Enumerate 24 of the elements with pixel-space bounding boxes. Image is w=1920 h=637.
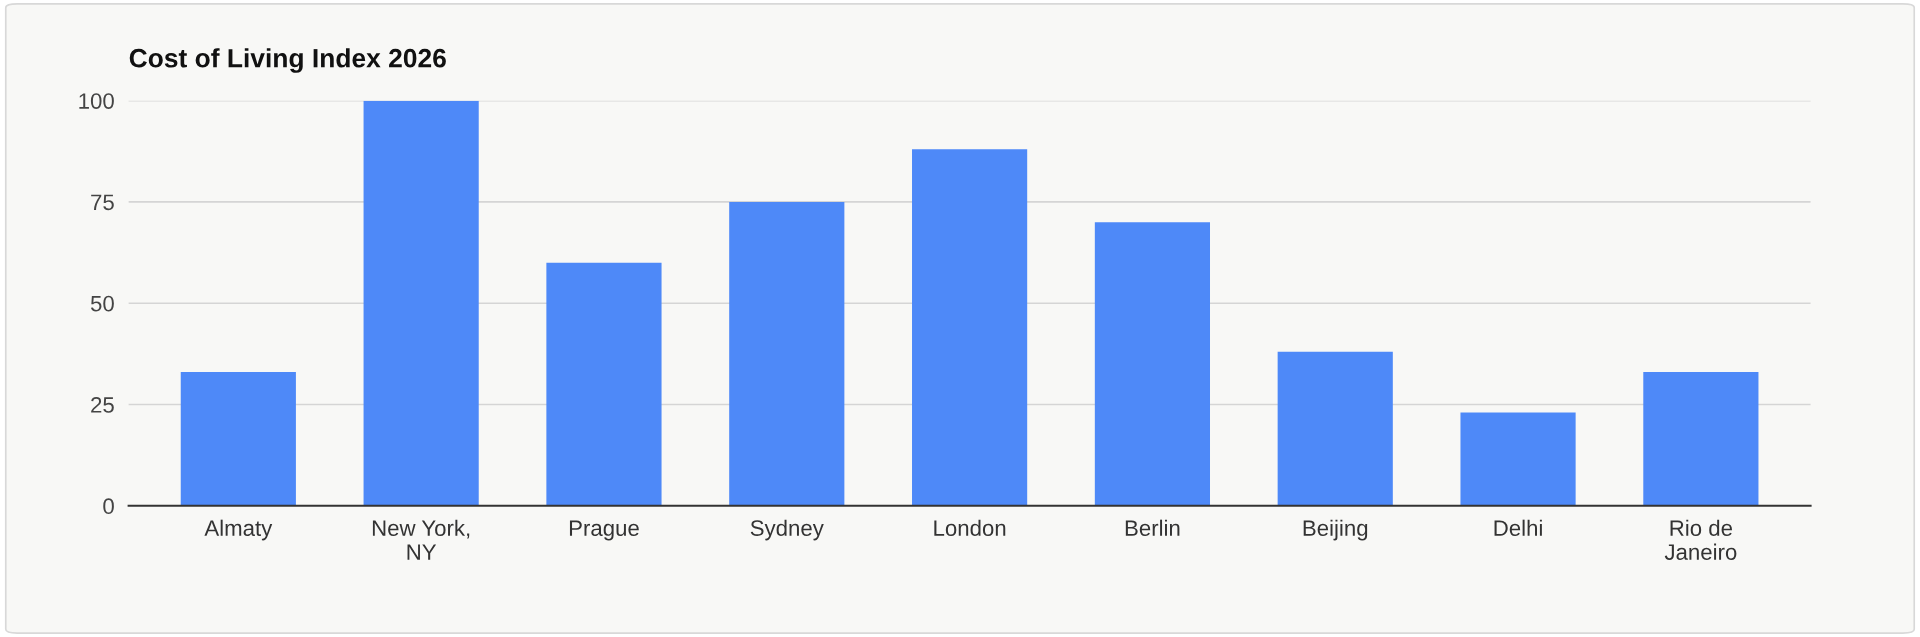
y-tick-label: 50: [90, 295, 114, 312]
x-tick-label: London: [934, 519, 1006, 536]
bar: [1277, 351, 1393, 506]
y-tick-label: 100: [79, 93, 114, 109]
y-tick-label: 0: [103, 498, 114, 515]
x-tick-label: Beijing: [1303, 519, 1368, 541]
x-tick-label: Sydney: [750, 519, 824, 541]
bar: [729, 201, 845, 506]
y-tick-label: 75: [91, 194, 114, 211]
x-tick-label: New York, NY: [372, 519, 470, 560]
x-tick-label: Prague: [569, 520, 639, 541]
x-tick-label: Delhi: [1494, 519, 1542, 536]
x-tick-label: Berlin: [1125, 519, 1180, 536]
bar: [1643, 372, 1759, 506]
bar: [1460, 412, 1576, 506]
bar: [546, 262, 662, 506]
x-tick-label: Almaty: [204, 519, 273, 541]
x-tick-label: Rio de Janeiro: [1664, 519, 1737, 560]
bar: [180, 372, 296, 506]
bar: [363, 100, 479, 506]
bar: [912, 149, 1028, 506]
bar: [1094, 222, 1210, 506]
chart-title: Cost of Living Index 2026: [129, 48, 446, 73]
y-tick-label: 25: [91, 397, 114, 413]
